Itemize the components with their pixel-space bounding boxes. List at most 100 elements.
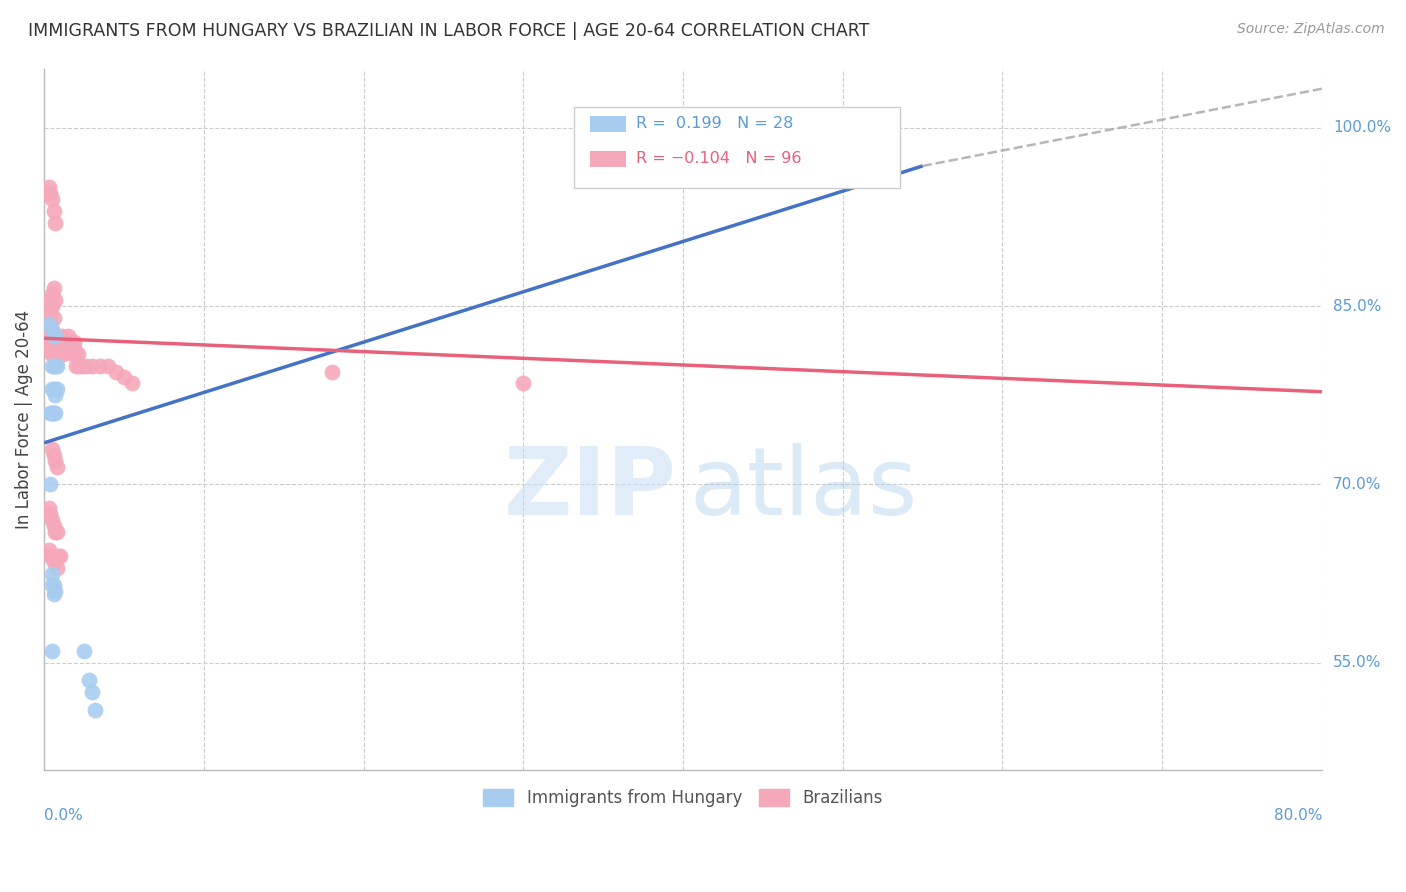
Bar <box>589 116 626 132</box>
Point <box>41 334 63 349</box>
Point <box>75 359 97 373</box>
Text: 55.0%: 55.0% <box>1333 655 1381 670</box>
Point <box>38 317 60 331</box>
Point <box>49 549 72 563</box>
Point <box>42 311 65 326</box>
Legend: Immigrants from Hungary, Brazilians: Immigrants from Hungary, Brazilians <box>477 782 889 814</box>
Point <box>42 578 65 592</box>
Point <box>59 334 82 349</box>
Point <box>112 370 135 384</box>
Point <box>41 347 63 361</box>
Point <box>63 334 86 349</box>
Point <box>41 566 63 581</box>
Point <box>104 365 127 379</box>
Point <box>42 341 65 355</box>
Point <box>80 359 103 373</box>
Point <box>66 347 89 361</box>
Point <box>38 180 60 194</box>
Point <box>45 334 67 349</box>
Point <box>60 334 83 349</box>
Point <box>42 448 65 462</box>
Point <box>72 359 94 373</box>
Point <box>41 644 63 658</box>
Point <box>65 347 87 361</box>
Point <box>41 513 63 527</box>
Point <box>512 376 534 391</box>
Point <box>56 341 79 355</box>
Point <box>42 204 65 219</box>
Text: Source: ZipAtlas.com: Source: ZipAtlas.com <box>1237 22 1385 37</box>
Point <box>52 347 75 361</box>
Point <box>41 406 63 420</box>
Point <box>42 334 65 349</box>
Point <box>55 341 77 355</box>
Point <box>44 584 66 599</box>
Point <box>41 382 63 396</box>
Point <box>37 186 59 201</box>
Point <box>41 299 63 313</box>
Point <box>39 477 62 491</box>
Point <box>48 347 70 361</box>
Point <box>42 329 65 343</box>
Point <box>44 334 66 349</box>
Point <box>41 287 63 301</box>
Point <box>77 673 100 688</box>
Point <box>42 587 65 601</box>
Point <box>44 388 66 402</box>
Point <box>44 329 66 343</box>
Point <box>44 406 66 420</box>
Point <box>41 323 63 337</box>
Text: 0.0%: 0.0% <box>44 808 83 823</box>
Point <box>49 341 72 355</box>
Point <box>41 549 63 563</box>
Text: IMMIGRANTS FROM HUNGARY VS BRAZILIAN IN LABOR FORCE | AGE 20-64 CORRELATION CHAR: IMMIGRANTS FROM HUNGARY VS BRAZILIAN IN … <box>28 22 869 40</box>
Point <box>42 555 65 569</box>
Point <box>44 334 66 349</box>
Point <box>53 334 76 349</box>
Point <box>59 334 82 349</box>
Point <box>89 359 111 373</box>
Point <box>39 186 62 201</box>
Point <box>39 549 62 563</box>
Point <box>62 347 84 361</box>
Point <box>44 347 66 361</box>
Point <box>56 329 79 343</box>
Point <box>44 453 66 467</box>
Point <box>44 334 66 349</box>
Point <box>41 323 63 337</box>
Point <box>45 359 67 373</box>
Point <box>48 341 70 355</box>
Point <box>44 293 66 308</box>
Point <box>44 216 66 230</box>
Point <box>55 334 77 349</box>
FancyBboxPatch shape <box>575 107 900 187</box>
Point <box>60 334 83 349</box>
Point <box>39 323 62 337</box>
Point <box>37 334 59 349</box>
Point <box>45 560 67 574</box>
Point <box>38 323 60 337</box>
Point <box>97 359 120 373</box>
Point <box>42 341 65 355</box>
Point <box>39 334 62 349</box>
Point <box>41 334 63 349</box>
Text: 85.0%: 85.0% <box>1333 299 1381 314</box>
Point <box>44 555 66 569</box>
Point <box>38 501 60 516</box>
Point <box>41 406 63 420</box>
Y-axis label: In Labor Force | Age 20-64: In Labor Force | Age 20-64 <box>15 310 32 529</box>
Point <box>39 293 62 308</box>
Text: 70.0%: 70.0% <box>1333 477 1381 491</box>
Point <box>84 703 107 717</box>
Point <box>42 406 65 420</box>
Point <box>63 341 86 355</box>
Bar <box>589 152 626 167</box>
Point <box>38 311 60 326</box>
Point <box>41 359 63 373</box>
Point <box>38 334 60 349</box>
Text: ZIP: ZIP <box>503 443 676 535</box>
Point <box>45 347 67 361</box>
Text: R =  0.199   N = 28: R = 0.199 N = 28 <box>636 116 793 131</box>
Point <box>42 519 65 533</box>
Point <box>41 347 63 361</box>
